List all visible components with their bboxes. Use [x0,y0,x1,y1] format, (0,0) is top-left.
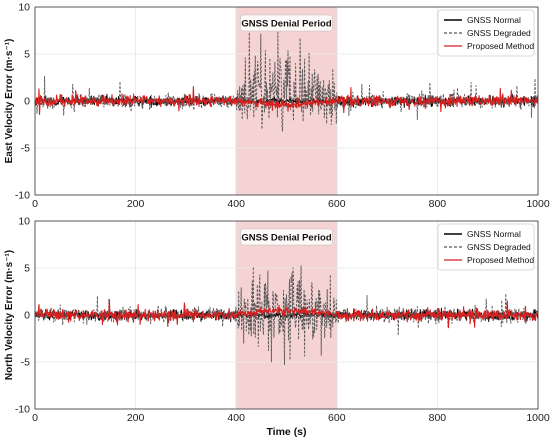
chart-panel-2: 0 200 400 600 800 1000 -10 -5 0 5 10 North Velocity… [4,216,550,437]
denial-label-box [240,228,333,246]
x-tick-label: 800 [429,412,447,424]
y-tick-label: 0 [24,310,30,322]
x-tick-label: 0 [32,412,38,424]
y-tick-label: 5 [24,263,30,275]
legend-entry: GNSS Degraded [467,28,531,38]
y-axis-label: North Velocity Error (m·s⁻¹) [4,250,15,380]
denial-label-box [240,14,333,32]
y-tick-label: 5 [24,49,30,61]
y-tick-label: -5 [21,357,30,369]
y-tick-label: 0 [24,96,30,108]
y-tick-label: -10 [15,190,30,202]
y-tick-label: 10 [18,2,30,14]
x-tick-label: 200 [127,198,145,210]
plot-frame [34,220,539,410]
legend-entry: GNSS Degraded [467,242,531,252]
legend-entry: GNSS Normal [467,15,521,25]
y-axis-label: East Velocity Error (m·s⁻¹) [4,39,15,164]
legend-entry: Proposed Method [467,41,534,51]
x-tick-label: 1000 [526,412,550,424]
x-tick-label: 800 [429,198,447,210]
chart-panel-1: 0 200 400 600 800 1000 -10 -5 0 5 10 East Velocity … [4,2,550,211]
plot-frame [34,6,539,196]
denial-label: GNSS Denial Period [241,233,331,244]
x-tick-label: 600 [328,198,346,210]
legend-entry: Proposed Method [467,255,534,265]
y-tick-label: 10 [18,216,30,228]
legend-entry: GNSS Normal [467,229,521,239]
series-line-proposed-method [34,85,539,115]
y-tick-label: -5 [21,143,30,155]
denial-label: GNSS Denial Period [241,19,331,30]
x-tick-label: 400 [227,198,245,210]
x-tick-label: 200 [127,412,145,424]
x-tick-label: 600 [328,412,346,424]
x-tick-label: 0 [32,198,38,210]
y-tick-label: -10 [15,404,30,416]
series-line-proposed-method [34,299,539,329]
x-axis-label: Time (s) [266,426,306,437]
x-tick-label: 1000 [526,198,550,210]
legend-box [437,9,535,57]
x-tick-label: 400 [227,412,245,424]
legend-box [437,223,535,271]
